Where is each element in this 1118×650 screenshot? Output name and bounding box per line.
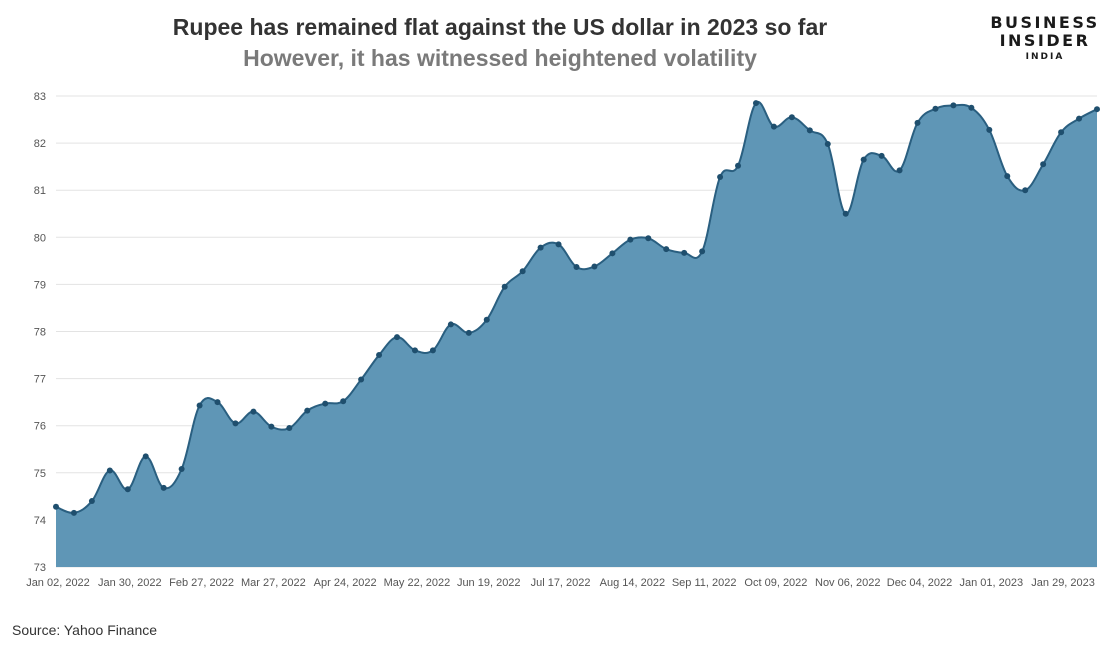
y-tick-label: 81 xyxy=(34,185,46,197)
data-point[interactable]: Dec 18, 2022: 82.8 xyxy=(950,102,957,109)
data-point[interactable]: May 08, 2022: 77.5 xyxy=(376,352,383,359)
data-point[interactable]: Jan 16, 2022: 74.4 xyxy=(88,498,95,505)
data-point[interactable]: Jun 12, 2022: 77.97 xyxy=(465,329,472,336)
area-fill xyxy=(56,101,1097,567)
data-point[interactable]: Jan 08, 2023: 81.3 xyxy=(1004,173,1011,180)
logo-line-india: INDIA xyxy=(1025,52,1065,62)
data-point[interactable]: Dec 25, 2022: 82.75 xyxy=(968,104,975,111)
x-tick-label: Mar 27, 2022 xyxy=(241,577,306,589)
business-insider-logo: BUSINESS INSIDER INDIA xyxy=(980,14,1110,63)
data-point[interactable]: Sep 11, 2022: 79.7 xyxy=(699,248,706,255)
x-tick-label: Dec 04, 2022 xyxy=(887,577,952,589)
y-tick-label: 77 xyxy=(34,374,46,386)
data-point[interactable]: Apr 24, 2022: 76.52 xyxy=(340,398,347,405)
y-tick-label: 79 xyxy=(34,279,46,291)
data-point[interactable]: Nov 27, 2022: 81.42 xyxy=(896,167,903,174)
data-point[interactable]: Mar 27, 2022: 75.98 xyxy=(268,423,275,430)
data-point[interactable]: Feb 05, 2023: 82.52 xyxy=(1076,115,1083,122)
data-point[interactable]: Nov 13, 2022: 81.65 xyxy=(860,156,867,163)
area-chart: Jan 02, 2022: 74.28 Jan 09, 2022: 74.15 Ja… xyxy=(26,91,1100,589)
x-tick-label: Sep 11, 2022 xyxy=(672,577,737,589)
data-point[interactable]: Aug 21, 2022: 79.98 xyxy=(645,235,652,242)
x-tick-label: May 22, 2022 xyxy=(384,577,451,589)
data-point[interactable]: May 15, 2022: 77.88 xyxy=(394,334,401,341)
data-point[interactable]: Mar 20, 2022: 76.3 xyxy=(250,408,257,415)
data-point[interactable]: Aug 28, 2022: 79.75 xyxy=(663,246,670,253)
source-note: Source: Yahoo Finance xyxy=(12,622,158,638)
x-tick-label: Jan 02, 2022 xyxy=(26,577,90,589)
data-point[interactable]: May 29, 2022: 77.6 xyxy=(429,347,436,354)
x-tick-label: Apr 24, 2022 xyxy=(314,577,377,589)
data-point[interactable]: Feb 13, 2022: 74.68 xyxy=(160,484,167,491)
data-point[interactable]: Nov 06, 2022: 80.5 xyxy=(842,210,849,217)
y-tick-label: 80 xyxy=(34,232,46,244)
x-tick-label: Aug 14, 2022 xyxy=(600,577,665,589)
x-tick-label: Jan 30, 2022 xyxy=(98,577,162,589)
data-point[interactable]: Apr 03, 2022: 75.95 xyxy=(286,425,293,432)
data-point[interactable]: Jan 09, 2022: 74.15 xyxy=(70,509,77,516)
data-point[interactable]: Jul 10, 2022: 79.78 xyxy=(537,244,544,251)
data-point[interactable]: Mar 06, 2022: 76.5 xyxy=(214,399,221,406)
data-point[interactable]: Jul 24, 2022: 79.37 xyxy=(573,263,580,270)
data-point[interactable]: Jan 23, 2022: 75.05 xyxy=(106,467,113,474)
marker-layer: Jan 02, 2022: 74.28 Jan 09, 2022: 74.15 Ja… xyxy=(53,100,1100,516)
data-point[interactable]: Oct 02, 2022: 82.85 xyxy=(752,100,759,107)
y-tick-label: 73 xyxy=(34,562,46,574)
x-tick-label: Jul 17, 2022 xyxy=(531,577,591,589)
x-axis: Jan 02, 2022 Jan 30, 2022 Feb 27, 2022 Mar … xyxy=(26,577,1095,589)
data-point[interactable]: Jun 19, 2022: 78.25 xyxy=(483,316,490,323)
data-point[interactable]: May 22, 2022: 77.6 xyxy=(411,347,418,354)
data-point[interactable]: Feb 12, 2023: 82.72 xyxy=(1094,106,1100,113)
data-point[interactable]: Apr 17, 2022: 76.47 xyxy=(322,400,329,407)
area-layer xyxy=(55,100,1098,567)
logo-line-business: BUSINESS xyxy=(990,13,1100,32)
data-point[interactable]: Mar 13, 2022: 76.05 xyxy=(232,420,239,427)
y-tick-label: 83 xyxy=(34,91,46,103)
y-tick-label: 75 xyxy=(34,468,46,480)
data-point[interactable]: Dec 04, 2022: 82.43 xyxy=(914,119,921,126)
y-tick-label: 78 xyxy=(34,327,46,339)
chart-title: Rupee has remained flat against the US d… xyxy=(172,14,828,40)
x-tick-label: Nov 06, 2022 xyxy=(815,577,880,589)
data-point[interactable]: Aug 14, 2022: 79.95 xyxy=(627,236,634,243)
x-tick-label: Jan 29, 2023 xyxy=(1031,577,1095,589)
data-point[interactable]: Oct 23, 2022: 82.27 xyxy=(806,127,813,134)
x-tick-label: Jan 01, 2023 xyxy=(959,577,1023,589)
data-point[interactable]: Feb 27, 2022: 76.43 xyxy=(196,402,203,409)
data-point[interactable]: Jul 03, 2022: 79.28 xyxy=(519,268,526,275)
x-tick-label: Feb 27, 2022 xyxy=(169,577,234,589)
data-point[interactable]: Sep 18, 2022: 81.28 xyxy=(717,174,724,181)
data-point[interactable]: Sep 04, 2022: 79.67 xyxy=(681,249,688,256)
x-tick-label: Oct 09, 2022 xyxy=(744,577,807,589)
y-tick-label: 74 xyxy=(34,515,46,527)
data-point[interactable]: Oct 16, 2022: 82.55 xyxy=(788,114,795,121)
data-point[interactable]: May 01, 2022: 76.98 xyxy=(358,376,365,383)
logo-line-insider: INSIDER xyxy=(999,31,1091,50)
data-point[interactable]: Jul 17, 2022: 79.85 xyxy=(555,241,562,248)
data-point[interactable]: Oct 30, 2022: 81.98 xyxy=(824,141,831,148)
data-point[interactable]: Nov 20, 2022: 81.73 xyxy=(878,152,885,159)
data-point[interactable]: Feb 20, 2022: 75.08 xyxy=(178,466,185,473)
data-point[interactable]: Oct 09, 2022: 82.35 xyxy=(770,123,777,130)
data-point[interactable]: Jan 02, 2022: 74.28 xyxy=(53,503,59,510)
data-point[interactable]: Jul 31, 2022: 79.38 xyxy=(591,263,598,270)
data-point[interactable]: Sep 25, 2022: 81.52 xyxy=(735,162,742,169)
data-point[interactable]: Jan 29, 2023: 82.23 xyxy=(1058,129,1065,136)
data-point[interactable]: Jun 26, 2022: 78.95 xyxy=(501,283,508,290)
data-point[interactable]: Apr 10, 2022: 76.32 xyxy=(304,407,311,414)
y-tick-label: 76 xyxy=(34,421,46,433)
data-point[interactable]: Feb 06, 2022: 75.35 xyxy=(142,453,149,460)
data-point[interactable]: Aug 07, 2022: 79.66 xyxy=(609,250,616,257)
data-point[interactable]: Jun 05, 2022: 78.15 xyxy=(447,321,454,328)
x-tick-label: Jun 19, 2022 xyxy=(457,577,521,589)
data-point[interactable]: Jan 30, 2022: 74.65 xyxy=(124,486,131,493)
data-point[interactable]: Jan 01, 2023: 82.28 xyxy=(986,126,993,133)
data-point[interactable]: Dec 11, 2022: 82.73 xyxy=(932,105,939,112)
y-tick-label: 82 xyxy=(34,138,46,150)
data-point[interactable]: Jan 22, 2023: 81.55 xyxy=(1040,161,1047,168)
chart-subtitle: However, it has witnessed heightened vol… xyxy=(243,45,757,71)
y-axis: 73 74 75 76 77 78 79 80 81 82 83 xyxy=(34,91,46,574)
data-point[interactable]: Jan 15, 2023: 81 xyxy=(1022,187,1029,194)
